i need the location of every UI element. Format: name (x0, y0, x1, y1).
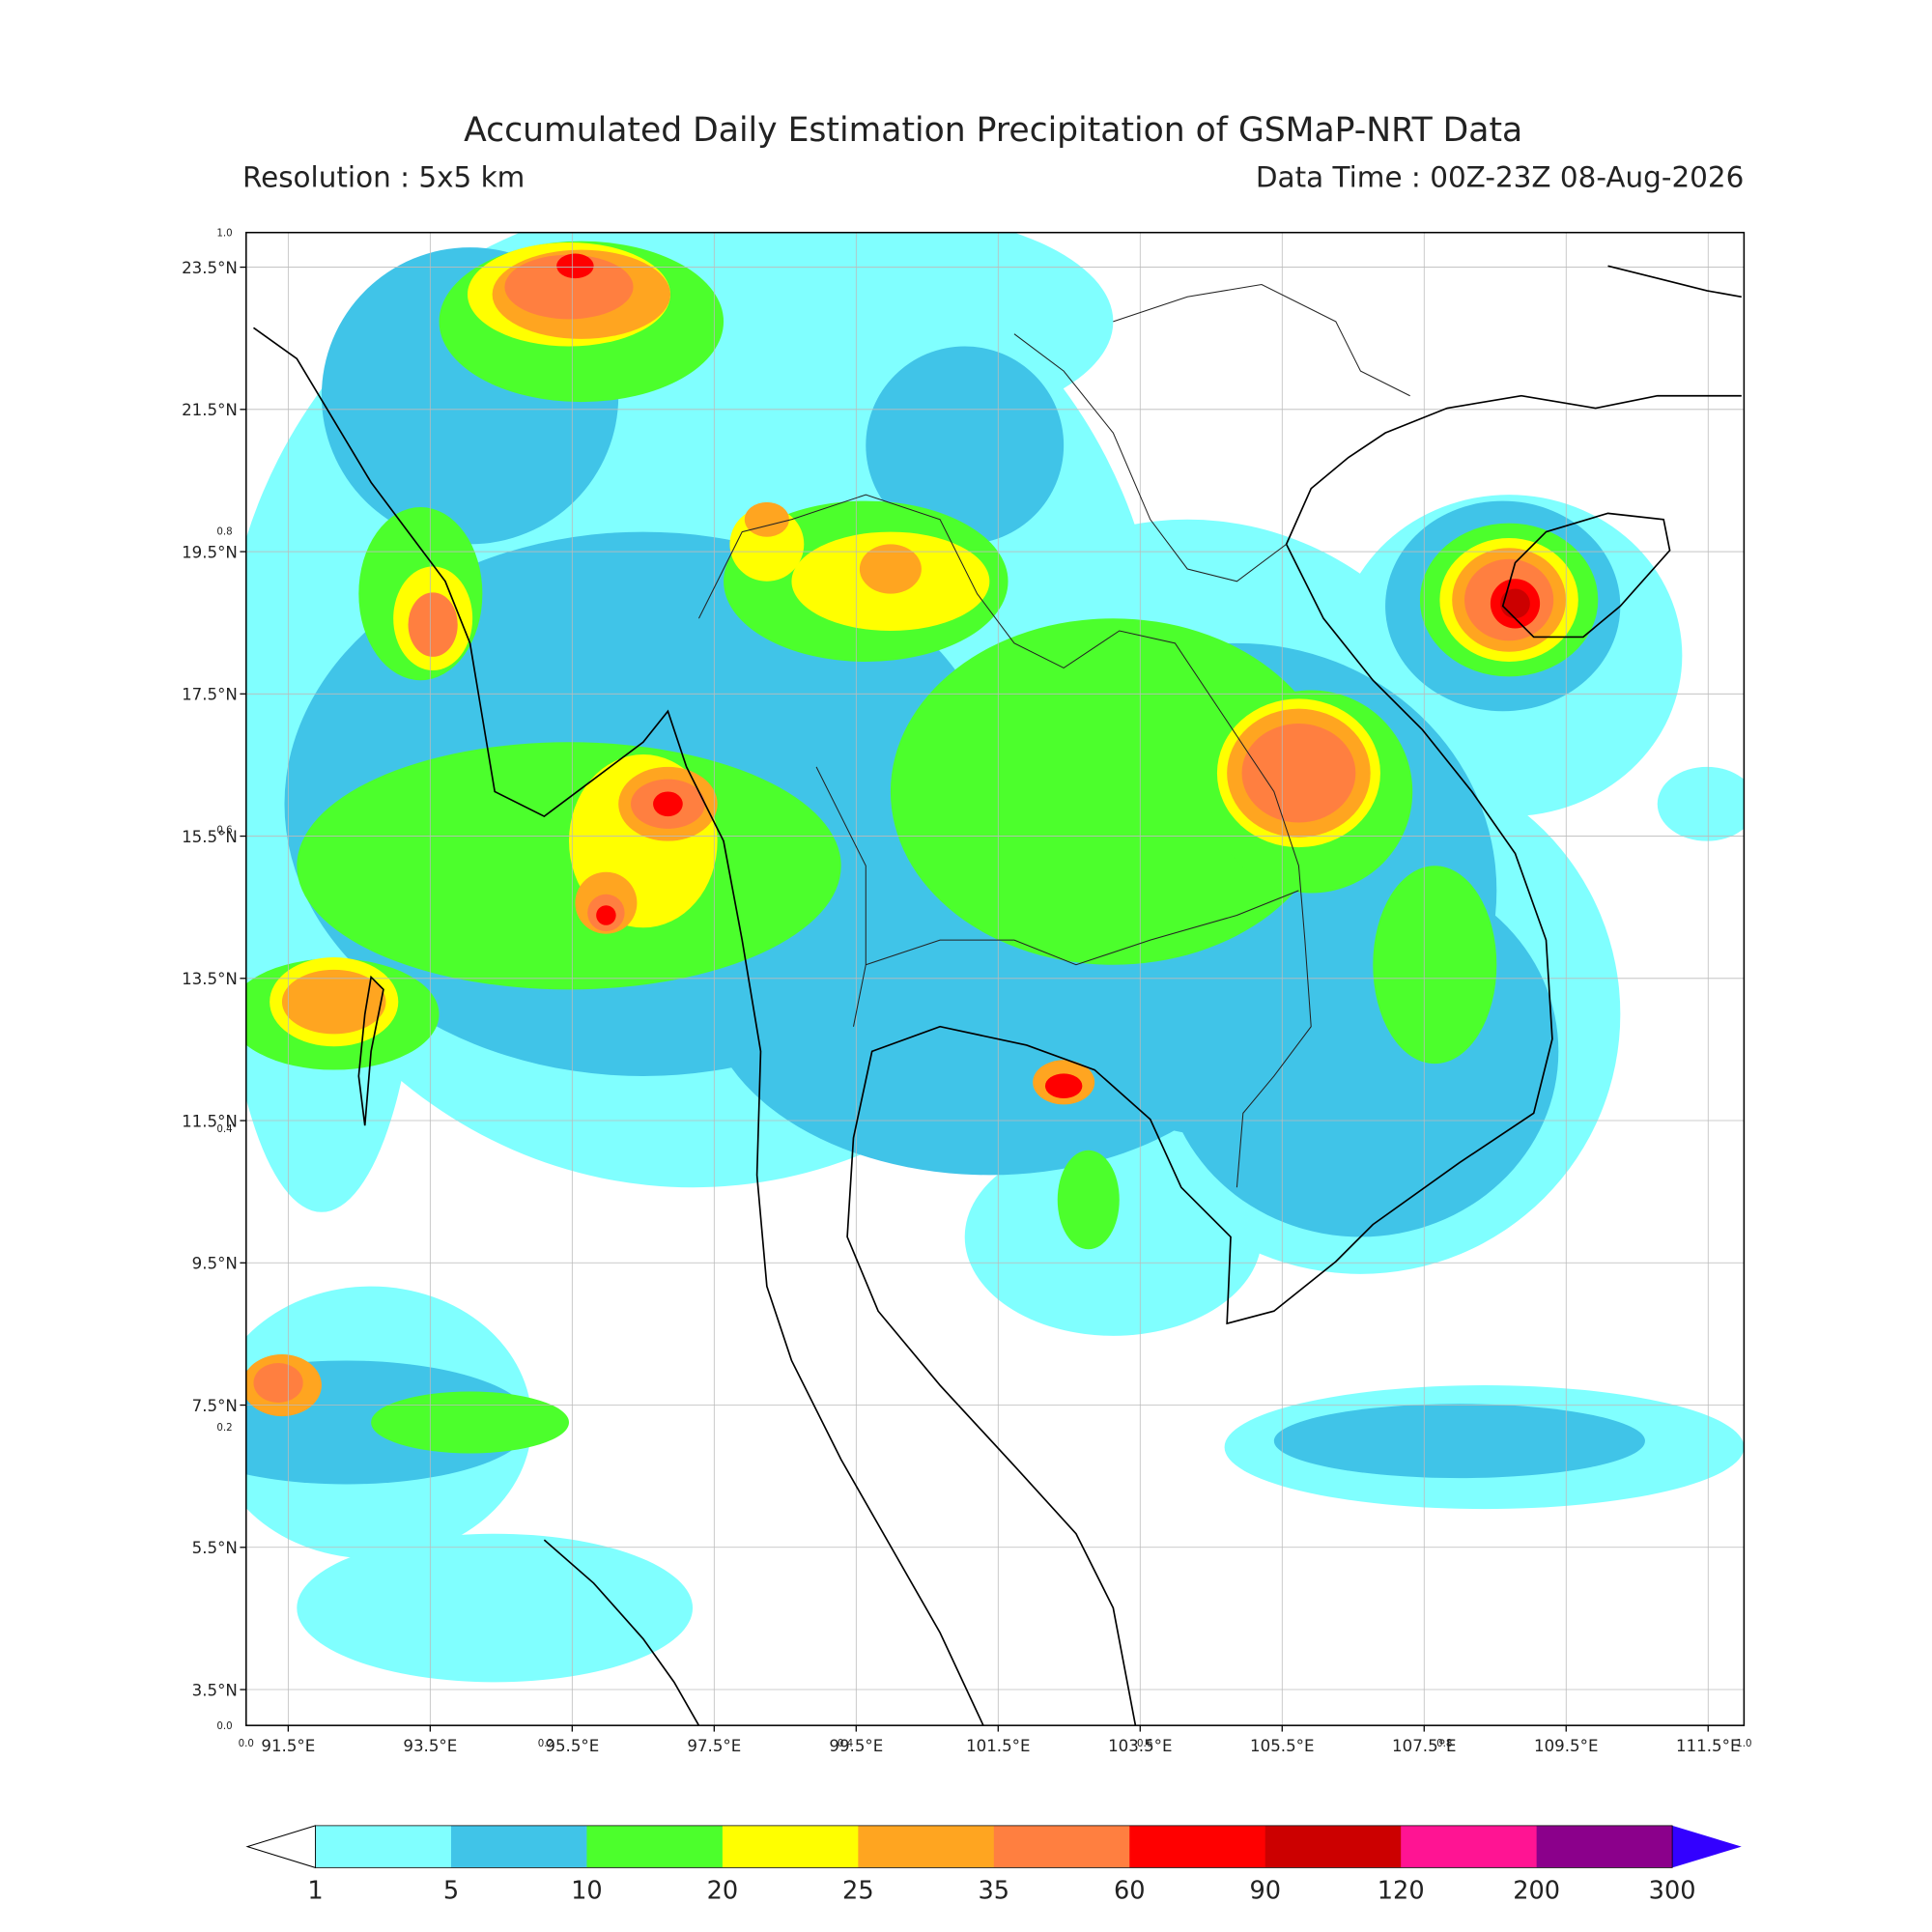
frame-label: 0.2 (216, 1422, 232, 1434)
rain-area (1057, 1150, 1120, 1250)
longitude-label: 107.5°E (1392, 1737, 1456, 1755)
coastline (357, 975, 384, 1126)
longitude-label: 101.5°E (966, 1737, 1030, 1755)
rain-area (1044, 1073, 1083, 1099)
rain-area (371, 1391, 569, 1454)
colorbar-under (245, 1825, 317, 1869)
colorbar-label: 10 (571, 1876, 603, 1905)
colorbar-label: 1 (307, 1876, 323, 1905)
longitude-label: 105.5°E (1250, 1737, 1314, 1755)
rain-area (866, 346, 1065, 545)
frame-label: 1.0 (216, 228, 232, 240)
longitude-label: 103.5°E (1108, 1737, 1172, 1755)
colorbar-segment (1536, 1825, 1673, 1868)
rain-area (1657, 766, 1745, 841)
frame-label: 0.8 (216, 526, 232, 538)
country-border (1013, 283, 1410, 582)
latitude-label: 21.5°N (182, 401, 238, 419)
latitude-label: 23.5°N (182, 259, 238, 277)
country-border (815, 766, 1299, 1027)
colorbar-segment (1401, 1825, 1538, 1868)
colorbar-segment (993, 1825, 1130, 1868)
rain-area (859, 544, 922, 594)
rain-area (281, 969, 386, 1035)
rain-area (1273, 1404, 1645, 1479)
colorbar-label: 20 (707, 1876, 739, 1905)
rain-area (890, 618, 1336, 965)
frame-label: 0.0 (216, 1720, 232, 1732)
rain-area (596, 905, 616, 925)
coastline (253, 327, 984, 1726)
frame-label: 0.6 (1137, 1738, 1152, 1749)
rain-area (297, 742, 841, 990)
colorbar: 1 5 10 20 25 35 60 90 120 200 300 (245, 1825, 1742, 1905)
frame-label: 0.6 (216, 825, 232, 837)
rain-area (1241, 724, 1356, 823)
longitude-label: 99.5°E (829, 1737, 883, 1755)
frame-label: 1.0 (1736, 1738, 1751, 1749)
colorbar-segment (1264, 1825, 1402, 1868)
colorbar-segment (858, 1825, 995, 1868)
colorbar-label: 60 (1114, 1876, 1146, 1905)
coastline (846, 394, 1742, 1726)
coastline (1501, 512, 1671, 639)
coastline (1607, 265, 1742, 298)
rain-area (556, 253, 594, 279)
precipitation-layer (245, 232, 1745, 1683)
latitude-label: 19.5°N (182, 543, 238, 561)
country-border (697, 494, 1312, 1188)
frame-label: 0.8 (1436, 1738, 1452, 1749)
latitude-label: 17.5°N (182, 686, 238, 704)
rain-area (297, 1533, 694, 1683)
latitude-label: 7.5°N (192, 1397, 238, 1415)
title: Accumulated Daily Estimation Precipitati… (464, 111, 1522, 150)
latitude-label: 11.5°N (182, 1112, 238, 1130)
colorbar-segment (1129, 1825, 1266, 1868)
colorbar-segment (450, 1825, 588, 1868)
frame-label: 0.4 (216, 1123, 232, 1135)
coastlines (253, 265, 1742, 1726)
latitude-label: 5.5°N (192, 1539, 238, 1557)
rain-area (253, 1363, 303, 1403)
rain-area (408, 592, 458, 657)
latitude-label: 3.5°N (192, 1681, 238, 1699)
rain-area (1500, 588, 1530, 619)
resolution: Resolution : 5x5 km (242, 160, 525, 193)
colorbar-segment (722, 1825, 859, 1868)
colorbar-segment (315, 1825, 452, 1868)
rain-area (1373, 866, 1497, 1065)
colorbar-label: 25 (842, 1876, 874, 1905)
colorbar-over (1672, 1825, 1742, 1868)
colorbar-label: 90 (1249, 1876, 1281, 1905)
rain-area (744, 501, 789, 537)
axis-labels: 91.5°E 93.5°E 95.5°E 97.5°E 99.5°E 101.5°E 103… (182, 228, 1751, 1756)
latitude-label: 9.5°N (192, 1255, 238, 1273)
colorbar-label: 120 (1378, 1876, 1425, 1905)
colorbar-label: 5 (443, 1876, 459, 1905)
rain-area (653, 791, 683, 817)
colorbar-label: 300 (1649, 1876, 1696, 1905)
frame-label: 0.2 (538, 1738, 554, 1749)
longitude-label: 111.5°E (1676, 1737, 1740, 1755)
latitude-label: 13.5°N (182, 970, 238, 988)
frame-label: 0.0 (239, 1738, 254, 1749)
frame-label: 0.4 (838, 1738, 853, 1749)
colorbar-segment (586, 1825, 724, 1868)
longitude-label: 109.5°E (1534, 1737, 1598, 1755)
colorbar-frame (315, 1825, 1673, 1868)
longitude-label: 97.5°E (687, 1737, 741, 1755)
colorbar-label: 35 (979, 1876, 1010, 1905)
rain-area (964, 1137, 1263, 1336)
longitude-label: 93.5°E (403, 1737, 457, 1755)
data-time: Data Time : 00Z-23Z 08-Aug-2026 (1256, 160, 1744, 193)
latitude-label: 15.5°N (182, 828, 238, 846)
longitude-label: 91.5°E (261, 1737, 315, 1755)
longitude-label: 95.5°E (545, 1737, 599, 1755)
grid (245, 232, 1745, 1726)
colorbar-label: 200 (1513, 1876, 1560, 1905)
coastline (543, 1539, 700, 1726)
rain-area (504, 254, 634, 320)
